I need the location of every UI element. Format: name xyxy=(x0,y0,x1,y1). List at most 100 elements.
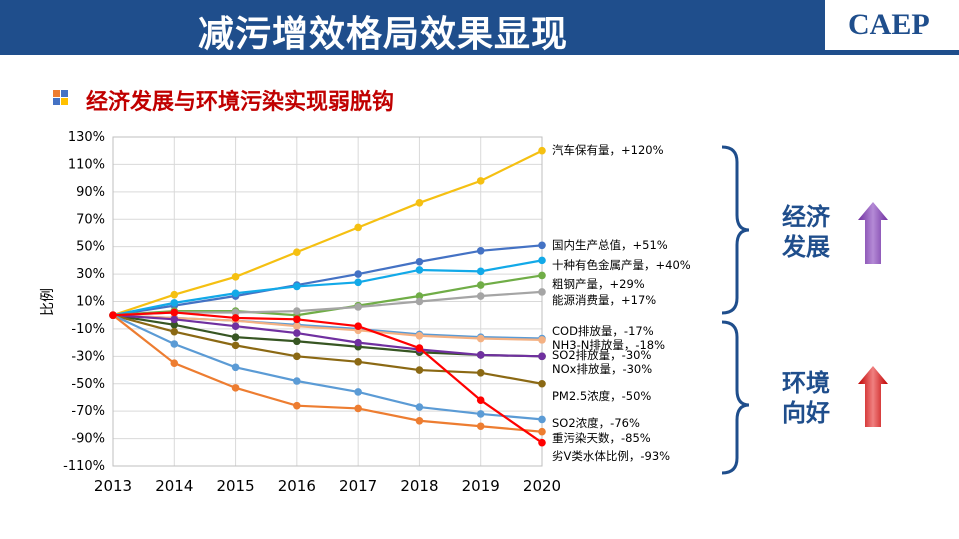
data-point xyxy=(538,271,546,280)
y-tick-label: 130% xyxy=(68,130,105,145)
environment-label-line1: 环境 xyxy=(782,369,830,397)
y-tick-label: -90% xyxy=(71,432,105,447)
data-point xyxy=(538,336,546,344)
y-tick-label: -30% xyxy=(71,349,105,364)
series-line xyxy=(112,149,543,317)
x-tick-label: 2018 xyxy=(400,477,438,495)
data-point xyxy=(170,308,179,317)
data-point xyxy=(231,273,240,281)
data-point xyxy=(476,351,485,359)
data-point xyxy=(293,282,301,291)
data-point xyxy=(415,257,424,266)
data-point xyxy=(231,314,240,322)
data-point xyxy=(415,297,424,306)
data-point xyxy=(293,337,301,346)
data-point xyxy=(415,331,424,340)
data-point xyxy=(354,338,362,347)
data-point xyxy=(354,322,362,330)
data-point xyxy=(415,403,424,411)
series-label: 十种有色金属产量，+40% xyxy=(552,258,691,272)
series-line xyxy=(112,314,543,433)
data-point xyxy=(476,177,485,185)
x-tick-label: 2016 xyxy=(278,477,316,495)
data-point xyxy=(231,322,240,330)
data-point xyxy=(354,358,362,366)
data-point xyxy=(415,292,424,300)
data-point xyxy=(354,270,362,278)
series-label: NOx排放量，-30% xyxy=(552,362,652,376)
series-label: 重污染天数，-85% xyxy=(552,431,651,445)
series-label: SO2浓度，-76% xyxy=(552,416,640,430)
data-point xyxy=(538,288,546,296)
economy-brace xyxy=(721,145,750,315)
x-tick-label: 2017 xyxy=(339,477,377,495)
data-point xyxy=(170,359,179,367)
data-point xyxy=(293,322,301,330)
data-point xyxy=(538,146,546,155)
data-point xyxy=(476,368,485,377)
data-point xyxy=(293,329,301,337)
header-bar xyxy=(0,0,825,55)
subtitle: 经济发展与环境污染实现弱脱钩 xyxy=(86,90,395,115)
data-point xyxy=(354,404,362,413)
data-point xyxy=(476,334,485,343)
y-tick-label: -50% xyxy=(71,377,105,392)
up-arrow-icon xyxy=(858,366,888,427)
series-line xyxy=(112,244,543,317)
data-point xyxy=(538,352,546,361)
data-point xyxy=(354,303,362,311)
x-tick-label: 2020 xyxy=(523,477,561,495)
x-tick-label: 2015 xyxy=(216,477,254,495)
data-point xyxy=(170,299,179,307)
data-point xyxy=(415,366,424,374)
data-point xyxy=(538,256,546,265)
data-point xyxy=(170,321,179,329)
data-point xyxy=(354,223,362,232)
series-label: COD排放量，-17% xyxy=(552,324,654,338)
data-point xyxy=(170,290,179,299)
series-line xyxy=(112,311,543,444)
y-tick-label: 50% xyxy=(76,240,105,255)
series-line xyxy=(112,314,543,421)
data-point xyxy=(231,363,240,372)
series-label: 国内生产总值，+51% xyxy=(552,238,668,252)
y-tick-label: -70% xyxy=(71,404,105,419)
data-point xyxy=(476,396,485,405)
logo: CAEP xyxy=(848,8,930,41)
up-arrow-icon xyxy=(858,202,888,264)
data-point xyxy=(293,377,301,385)
y-tick-label: 30% xyxy=(76,267,105,282)
data-point xyxy=(476,292,485,300)
data-point xyxy=(293,401,301,410)
data-point xyxy=(231,289,240,298)
x-tick-label: 2019 xyxy=(462,477,500,495)
data-point xyxy=(231,341,240,350)
data-point xyxy=(231,333,240,341)
series-label: 能源消费量，+17% xyxy=(552,293,656,307)
series-label: SO2排放量，-30% xyxy=(552,348,651,362)
data-point xyxy=(170,327,179,336)
bullet-icon xyxy=(53,90,68,105)
data-point xyxy=(415,344,424,352)
data-point xyxy=(354,388,362,396)
x-tick-label: 2013 xyxy=(94,477,132,495)
series-label: 汽车保有量，+120% xyxy=(552,143,664,157)
y-tick-label: 70% xyxy=(76,212,105,227)
data-point xyxy=(293,352,301,361)
x-tick-label: 2014 xyxy=(155,477,193,495)
data-point xyxy=(415,416,424,425)
data-point xyxy=(538,427,546,436)
data-point xyxy=(476,246,485,255)
data-point xyxy=(170,340,179,348)
data-point xyxy=(109,311,117,320)
environment-label-line2: 向好 xyxy=(782,399,830,427)
y-axis-label: 比例 xyxy=(40,288,56,316)
plot-area xyxy=(112,136,543,467)
series-label: PM2.5浓度，-50% xyxy=(552,389,651,403)
data-point xyxy=(476,410,485,418)
data-point xyxy=(476,422,485,431)
data-point xyxy=(170,315,179,324)
data-point xyxy=(231,308,240,317)
